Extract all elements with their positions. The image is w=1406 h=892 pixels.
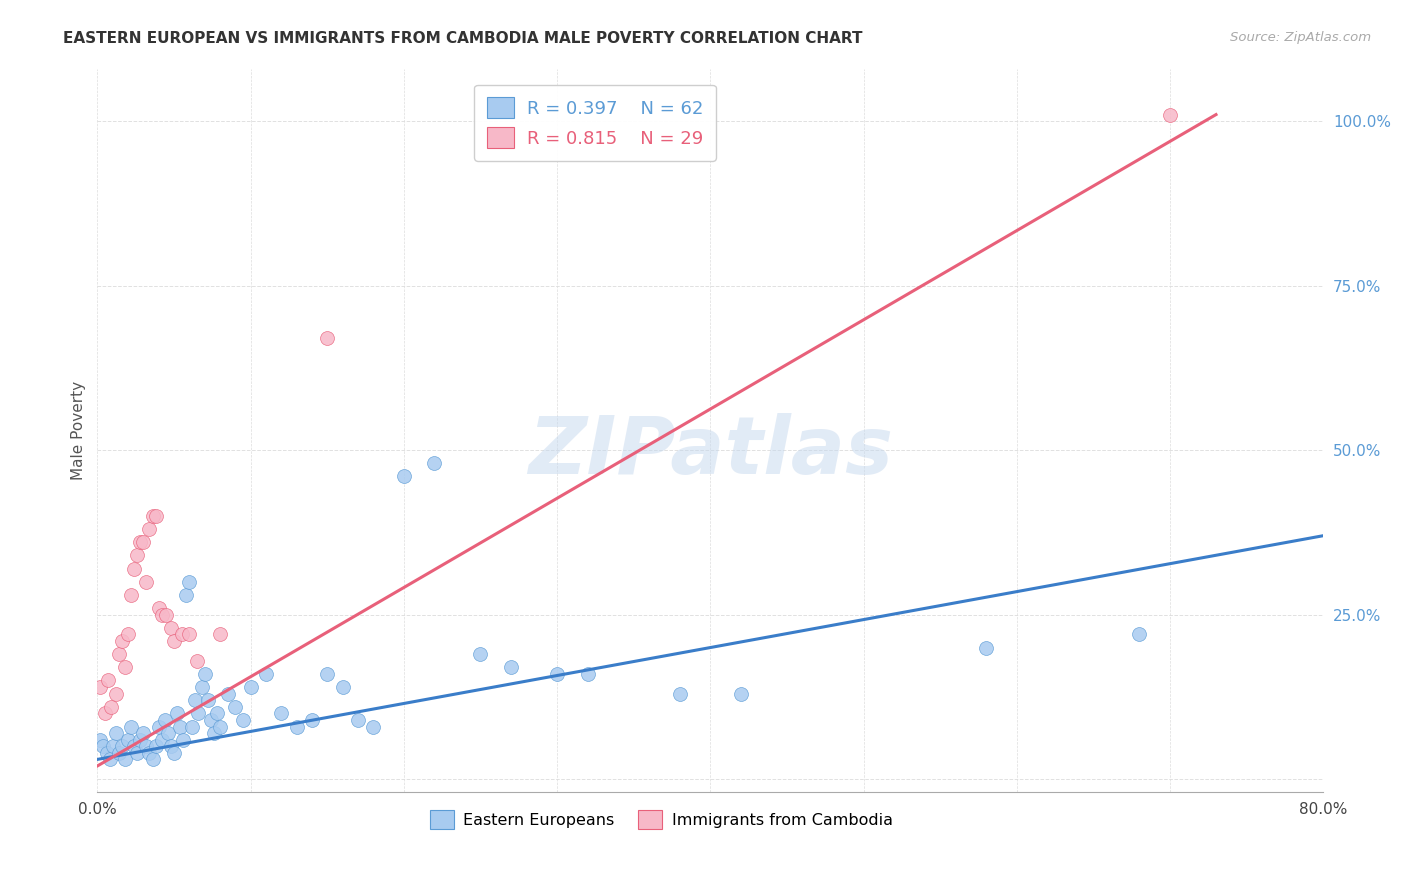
- Point: [135, 574, 157, 589]
- Point: [104, 687, 127, 701]
- Point: [129, 535, 152, 549]
- Point: [93, 739, 115, 754]
- Point: [169, 719, 191, 733]
- Point: [104, 726, 127, 740]
- Point: [94, 706, 117, 721]
- Point: [205, 706, 228, 721]
- Point: [127, 746, 149, 760]
- Point: [239, 680, 262, 694]
- Point: [111, 739, 134, 754]
- Point: [163, 746, 186, 760]
- Point: [153, 713, 176, 727]
- Point: [202, 726, 225, 740]
- Point: [155, 607, 177, 622]
- Point: [184, 693, 207, 707]
- Point: [120, 719, 142, 733]
- Point: [117, 732, 139, 747]
- Point: [668, 687, 690, 701]
- Point: [160, 739, 183, 754]
- Point: [200, 713, 222, 727]
- Point: [224, 699, 246, 714]
- Point: [546, 666, 568, 681]
- Point: [316, 331, 339, 345]
- Point: [89, 732, 111, 747]
- Point: [186, 654, 208, 668]
- Point: [347, 713, 370, 727]
- Point: [150, 732, 173, 747]
- Point: [120, 588, 142, 602]
- Point: [170, 627, 193, 641]
- Point: [132, 726, 155, 740]
- Point: [89, 680, 111, 694]
- Legend: Eastern Europeans, Immigrants from Cambodia: Eastern Europeans, Immigrants from Cambo…: [423, 804, 900, 835]
- Point: [254, 666, 277, 681]
- Point: [392, 469, 415, 483]
- Point: [1128, 627, 1150, 641]
- Point: [98, 752, 121, 766]
- Point: [270, 706, 292, 721]
- Point: [163, 634, 186, 648]
- Point: [208, 627, 231, 641]
- Point: [501, 660, 523, 674]
- Point: [194, 666, 217, 681]
- Point: [107, 647, 129, 661]
- Point: [285, 719, 308, 733]
- Point: [114, 752, 136, 766]
- Point: [190, 680, 212, 694]
- Point: [135, 739, 157, 754]
- Point: [1159, 107, 1181, 121]
- Point: [122, 561, 145, 575]
- Point: [145, 739, 167, 754]
- Point: [141, 752, 163, 766]
- Point: [470, 647, 492, 661]
- Point: [111, 634, 134, 648]
- Point: [138, 746, 160, 760]
- Point: [148, 719, 170, 733]
- Point: [138, 522, 160, 536]
- Point: [423, 456, 446, 470]
- Text: Source: ZipAtlas.com: Source: ZipAtlas.com: [1230, 31, 1371, 45]
- Point: [150, 607, 173, 622]
- Point: [160, 621, 183, 635]
- Point: [107, 746, 129, 760]
- Point: [114, 660, 136, 674]
- Point: [166, 706, 188, 721]
- Point: [174, 588, 197, 602]
- Point: [148, 601, 170, 615]
- Point: [332, 680, 354, 694]
- Point: [127, 549, 149, 563]
- Point: [145, 508, 167, 523]
- Point: [96, 746, 118, 760]
- Point: [179, 574, 201, 589]
- Point: [129, 732, 152, 747]
- Point: [172, 732, 194, 747]
- Point: [97, 673, 120, 688]
- Point: [197, 693, 219, 707]
- Y-axis label: Male Poverty: Male Poverty: [72, 381, 86, 480]
- Point: [576, 666, 599, 681]
- Text: EASTERN EUROPEAN VS IMMIGRANTS FROM CAMBODIA MALE POVERTY CORRELATION CHART: EASTERN EUROPEAN VS IMMIGRANTS FROM CAMB…: [63, 31, 863, 46]
- Point: [361, 719, 384, 733]
- Point: [316, 666, 339, 681]
- Point: [181, 719, 204, 733]
- Point: [101, 739, 124, 754]
- Point: [974, 640, 997, 655]
- Point: [208, 719, 231, 733]
- Point: [132, 535, 155, 549]
- Point: [122, 739, 145, 754]
- Point: [156, 726, 179, 740]
- Point: [141, 508, 163, 523]
- Point: [217, 687, 239, 701]
- Point: [187, 706, 209, 721]
- Text: ZIPatlas: ZIPatlas: [527, 413, 893, 491]
- Point: [730, 687, 752, 701]
- Point: [117, 627, 139, 641]
- Point: [301, 713, 323, 727]
- Point: [179, 627, 201, 641]
- Point: [232, 713, 254, 727]
- Point: [100, 699, 122, 714]
